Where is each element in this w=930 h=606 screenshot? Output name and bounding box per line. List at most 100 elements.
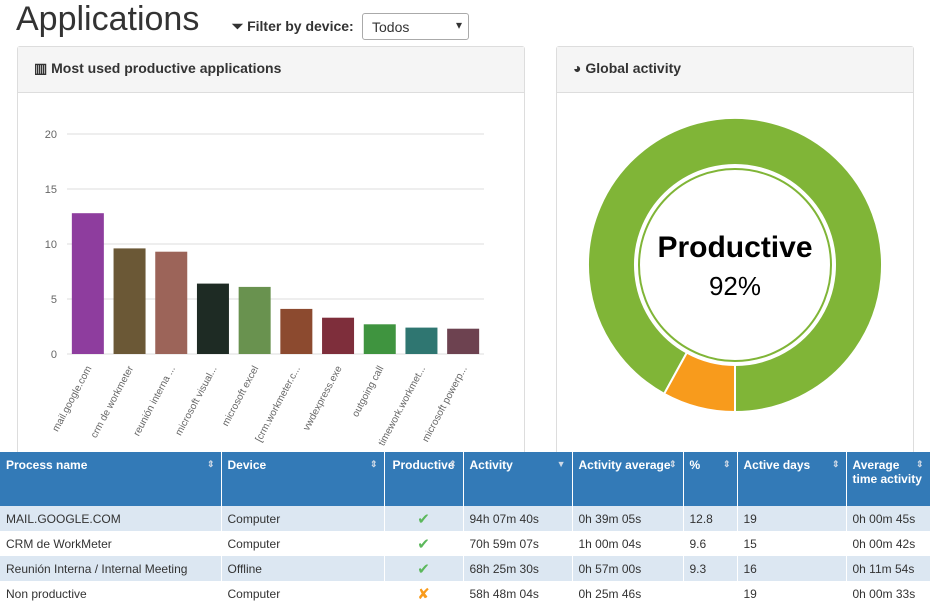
table-cell: 12.8: [683, 506, 737, 531]
table-cell: Non productive: [0, 581, 221, 606]
y-tick-label: 5: [51, 294, 57, 306]
table-cell: MAIL.GOOGLE.COM: [0, 506, 221, 531]
sort-icon: ⇕: [449, 459, 457, 470]
column-title: Productive: [392, 458, 454, 472]
table-cell: 15: [737, 531, 846, 556]
center-value: 92%: [709, 271, 761, 301]
x-tick-label: microsoft excel: [220, 364, 261, 428]
column-header[interactable]: Device ⇕: [221, 452, 384, 506]
column-header[interactable]: Average time activity⇕: [846, 452, 930, 506]
table-cell: Computer: [221, 531, 384, 556]
filter-label-text: Filter by device:: [247, 18, 354, 34]
column-title: %: [690, 458, 701, 472]
bar: [72, 213, 104, 354]
sort-icon: ▼: [557, 459, 566, 469]
table-cell: 68h 25m 30s: [463, 556, 572, 581]
bar: [114, 248, 146, 354]
y-tick-label: 15: [45, 184, 57, 196]
table-cell: 9.3: [683, 556, 737, 581]
sort-icon: ⇕: [832, 459, 840, 470]
inner-ring: [639, 169, 831, 361]
sort-icon: ⇕: [723, 459, 731, 470]
bar: [239, 287, 271, 354]
process-table: Process name⇕Device⇕Productive⇕Activity▼…: [0, 452, 930, 606]
column-header[interactable]: Active days ⇕: [737, 452, 846, 506]
table-row[interactable]: Reunión Interna / Internal MeetingOfflin…: [0, 556, 930, 581]
donut-chart: Productive 92%: [556, 92, 912, 452]
bar-chart: 0 5 10 15 20 mail.google.comcrm de workmeterr…: [17, 92, 523, 452]
table-cell: 0h 00m 42s: [846, 531, 930, 556]
sort-icon: ⇕: [370, 459, 378, 470]
y-tick-label: 20: [45, 129, 57, 141]
bar: [155, 252, 187, 354]
table-cell: 9.6: [683, 531, 737, 556]
sort-icon: ⇕: [669, 459, 677, 470]
table-cell: 16: [737, 556, 846, 581]
table-cell: 0h 39m 05s: [572, 506, 683, 531]
bar: [322, 318, 354, 354]
column-title: Average time activity: [853, 458, 922, 486]
table-cell: Computer: [221, 506, 384, 531]
table-row[interactable]: CRM de WorkMeterComputer✔70h 59m 07s1h 0…: [0, 531, 930, 556]
table-cell: 0h 25m 46s: [572, 581, 683, 606]
table-cell: ✔: [384, 531, 463, 556]
device-select[interactable]: Todos: [362, 13, 469, 40]
table-cell: 0h 57m 00s: [572, 556, 683, 581]
table-row[interactable]: MAIL.GOOGLE.COMComputer✔94h 07m 40s0h 39…: [0, 506, 930, 531]
sort-icon: ⇕: [207, 459, 215, 470]
table-cell: 19: [737, 581, 846, 606]
table-cell: ✔: [384, 506, 463, 531]
panel-header: ◕ Global activity: [557, 47, 913, 93]
x-tick-label: crm de workmeter: [89, 364, 137, 440]
table-cell: 58h 48m 04s: [463, 581, 572, 606]
center-label: Productive: [657, 231, 812, 264]
table-cell: 94h 07m 40s: [463, 506, 572, 531]
panel-title: Global activity: [585, 60, 681, 76]
x-tick-label: microsoft visual...: [174, 364, 220, 437]
x-tick-label: microsoft powerp...: [420, 364, 469, 444]
table-cell: Offline: [221, 556, 384, 581]
x-tick-label: mail.google.com: [51, 364, 95, 433]
y-tick-label: 0: [51, 349, 57, 361]
column-header[interactable]: Activity ▼: [463, 452, 572, 506]
table-cell: CRM de WorkMeter: [0, 531, 221, 556]
column-title: Activity: [470, 458, 513, 472]
bar: [280, 309, 312, 354]
column-header[interactable]: %⇕: [683, 452, 737, 506]
table-cell: 70h 59m 07s: [463, 531, 572, 556]
table-cell: [683, 581, 737, 606]
y-tick-label: 10: [45, 239, 57, 251]
x-tick-label: [crm.workmeter.c...: [254, 364, 303, 444]
column-title: Activity average: [579, 458, 671, 472]
bar: [405, 328, 437, 354]
table-row[interactable]: Non productiveComputer✘58h 48m 04s0h 25m…: [0, 581, 930, 606]
x-tick-label: outgoing call: [350, 364, 386, 419]
page-title: Applications: [16, 0, 199, 39]
x-tick-label: timework.workmet...: [377, 364, 428, 448]
filter-label: ⏷ Filter by device:: [232, 18, 354, 35]
table-cell: 0h 00m 33s: [846, 581, 930, 606]
x-tick-label: reunión interna ...: [132, 364, 178, 438]
bar: [364, 324, 396, 354]
sort-icon: ⇕: [916, 459, 924, 470]
x-tick-label: vwdexpress.exe: [301, 364, 345, 433]
column-header[interactable]: Activity average⇕: [572, 452, 683, 506]
table-cell: Reunión Interna / Internal Meeting: [0, 556, 221, 581]
panel-title: Most used productive applications: [51, 60, 281, 76]
table-cell: ✔: [384, 556, 463, 581]
table-cell: 0h 00m 45s: [846, 506, 930, 531]
panel-header: ▥ Most used productive applications: [18, 47, 524, 93]
table-cell: 0h 11m 54s: [846, 556, 930, 581]
column-title: Process name: [6, 458, 87, 472]
bar: [197, 284, 229, 354]
column-header[interactable]: Process name ⇕: [0, 452, 221, 506]
column-title: Active days: [744, 458, 811, 472]
table-cell: 1h 00m 04s: [572, 531, 683, 556]
table-cell: ✘: [384, 581, 463, 606]
column-header[interactable]: Productive⇕: [384, 452, 463, 506]
column-title: Device: [228, 458, 267, 472]
table-cell: 19: [737, 506, 846, 531]
bar: [447, 329, 479, 354]
table-cell: Computer: [221, 581, 384, 606]
